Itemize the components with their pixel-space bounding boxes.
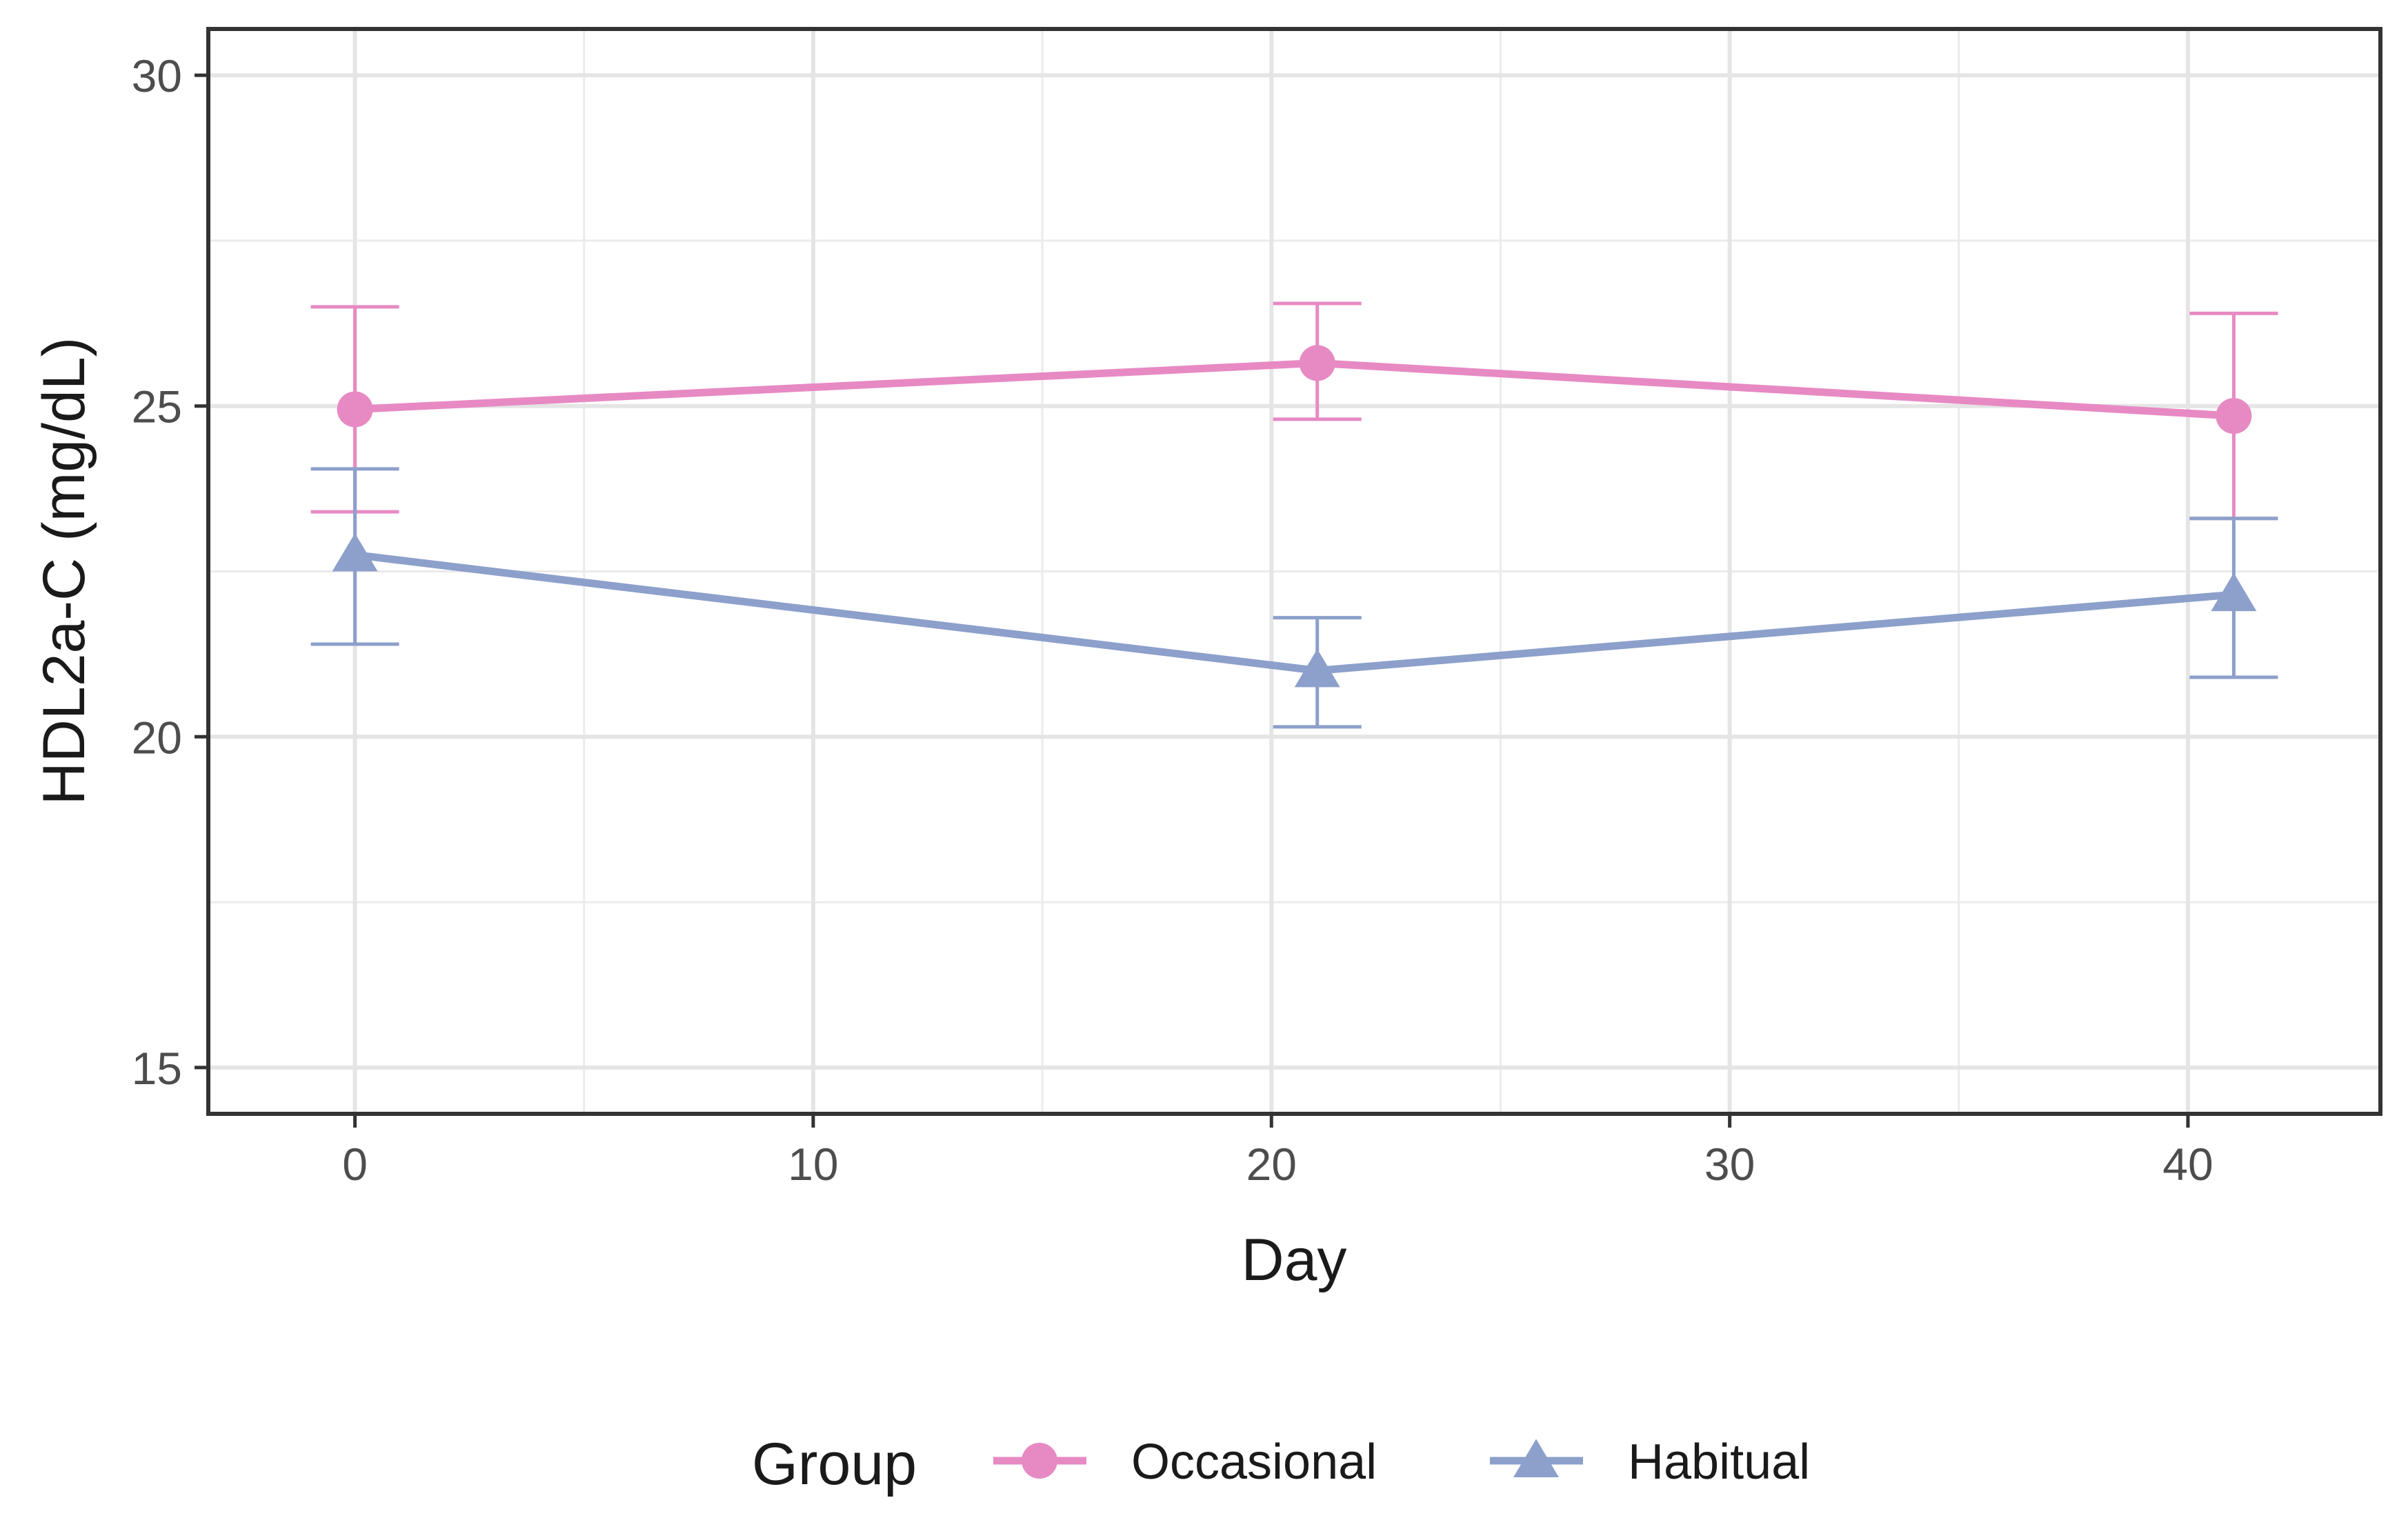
y-axis-title: HDL2a-C (mg/dL): [31, 337, 97, 806]
occasional-point: [2216, 398, 2252, 434]
x-axis-title: Day: [1242, 1227, 1347, 1293]
legend-key-triangle-icon: [1513, 1439, 1559, 1477]
legend-key-circle-icon: [1022, 1443, 1057, 1479]
y-tick-label: 30: [132, 50, 182, 101]
habitual-point: [1294, 648, 1340, 688]
occasional-point: [337, 391, 373, 428]
grid: [208, 29, 2380, 1114]
legend-item-habitual: Habitual: [1490, 1435, 1810, 1490]
habitual-point: [332, 533, 378, 572]
x-tick-label: 30: [1704, 1139, 1755, 1190]
legend-label-habitual: Habitual: [1628, 1435, 1810, 1490]
legend-title: Group: [752, 1431, 917, 1497]
series-layer: [310, 301, 2278, 729]
legend-label-occasional: Occasional: [1131, 1435, 1377, 1490]
x-tick-label: 20: [1246, 1139, 1297, 1190]
y-tick-label: 25: [132, 381, 182, 432]
x-tick-label: 10: [788, 1139, 838, 1190]
occasional-point: [1299, 345, 1335, 381]
series-habitual: [310, 467, 2278, 729]
plot-panel-border: [206, 27, 2382, 1116]
y-tick-label: 15: [132, 1043, 182, 1094]
x-tick-label: 40: [2162, 1139, 2213, 1190]
legend: Group Occasional Habitual: [752, 1431, 1810, 1497]
x-tick-label: 0: [342, 1139, 368, 1190]
y-tick-label: 20: [132, 712, 182, 763]
habitual-point: [2211, 572, 2257, 612]
legend-item-occasional: Occasional: [993, 1435, 1377, 1490]
axes: 0 10 20 30 40 15 20 25 30: [132, 50, 2213, 1190]
series-occasional: [310, 301, 2278, 521]
